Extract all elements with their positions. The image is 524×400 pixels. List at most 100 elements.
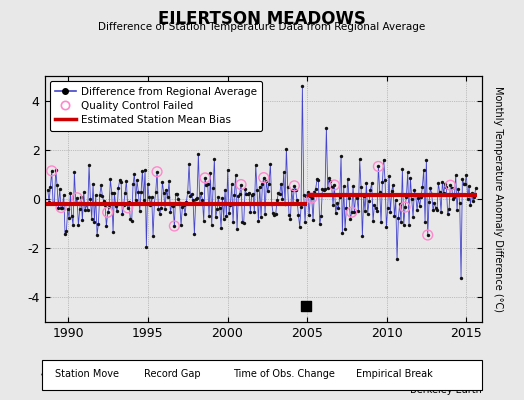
Point xyxy=(297,204,305,210)
Point xyxy=(332,210,340,216)
Point xyxy=(92,192,100,198)
Point xyxy=(249,190,257,197)
Point xyxy=(294,212,302,218)
Point xyxy=(420,166,428,173)
Point xyxy=(366,186,375,193)
Point xyxy=(369,218,377,224)
Point xyxy=(462,172,471,178)
Point xyxy=(458,176,466,182)
Point xyxy=(163,194,172,200)
Point xyxy=(256,184,264,190)
Point xyxy=(364,210,372,217)
Point xyxy=(345,195,353,201)
Point xyxy=(102,223,111,230)
Y-axis label: Monthly Temperature Anomaly Difference (°C): Monthly Temperature Anomaly Difference (… xyxy=(493,86,503,312)
Point xyxy=(233,226,241,232)
Point xyxy=(429,207,437,214)
Point xyxy=(194,150,203,157)
Point xyxy=(193,195,201,201)
Point xyxy=(189,197,197,204)
Point xyxy=(342,204,351,211)
Point xyxy=(374,163,383,170)
Point xyxy=(416,203,424,209)
Point xyxy=(159,190,168,196)
Point xyxy=(127,218,136,224)
Point xyxy=(414,194,422,201)
Point xyxy=(154,205,162,212)
Point xyxy=(186,192,194,199)
Point xyxy=(181,211,189,217)
Point xyxy=(229,218,237,225)
Point xyxy=(53,182,61,188)
Point xyxy=(113,208,121,215)
Point xyxy=(208,222,216,228)
Point xyxy=(341,226,349,232)
Point xyxy=(445,206,453,212)
Point xyxy=(334,205,343,211)
Point xyxy=(274,190,282,196)
Point xyxy=(264,188,272,194)
Point xyxy=(197,190,205,197)
Point xyxy=(421,219,429,225)
Point xyxy=(115,177,124,183)
Point xyxy=(153,168,161,175)
Point xyxy=(109,228,117,235)
Point xyxy=(282,146,291,152)
Point xyxy=(182,199,191,205)
Point xyxy=(446,182,455,188)
Point xyxy=(270,212,279,219)
Point xyxy=(386,209,395,215)
Point xyxy=(48,168,56,174)
Point xyxy=(320,186,328,193)
Point xyxy=(344,176,352,182)
Point xyxy=(45,198,53,205)
Point xyxy=(178,204,187,210)
Point xyxy=(399,222,408,228)
Point xyxy=(133,177,141,184)
Point xyxy=(85,162,93,168)
Point xyxy=(209,185,217,191)
Point xyxy=(435,189,444,196)
Point xyxy=(378,179,387,185)
Point xyxy=(440,190,448,196)
Point xyxy=(60,191,68,198)
Point xyxy=(330,182,339,188)
Point xyxy=(65,214,73,221)
Point xyxy=(335,194,344,201)
Point xyxy=(237,181,245,188)
Point xyxy=(122,178,130,184)
Point xyxy=(112,203,120,209)
Point xyxy=(183,188,192,195)
Point xyxy=(432,205,440,211)
Point xyxy=(68,212,76,219)
Point xyxy=(385,172,393,179)
Point xyxy=(317,213,325,220)
Point xyxy=(134,189,143,196)
Point xyxy=(226,202,235,208)
Point xyxy=(308,195,316,201)
Point xyxy=(277,180,285,187)
Point xyxy=(165,178,173,184)
Point xyxy=(446,182,455,188)
Point xyxy=(302,193,311,199)
Point xyxy=(170,223,179,229)
Point xyxy=(75,206,84,212)
Point xyxy=(361,208,369,214)
Point xyxy=(124,205,132,211)
Point xyxy=(50,200,59,206)
Point xyxy=(410,187,419,194)
Point xyxy=(118,211,127,218)
Point xyxy=(247,192,256,198)
Point xyxy=(142,244,150,250)
Point xyxy=(125,199,133,206)
Point xyxy=(220,215,228,222)
Point xyxy=(309,217,317,223)
Point xyxy=(126,216,135,223)
Point xyxy=(300,192,308,198)
Point xyxy=(259,174,268,181)
Point xyxy=(141,167,149,173)
Point xyxy=(63,206,72,212)
Text: Berkeley Earth: Berkeley Earth xyxy=(410,385,482,395)
Point xyxy=(117,179,125,185)
Point xyxy=(278,196,287,202)
